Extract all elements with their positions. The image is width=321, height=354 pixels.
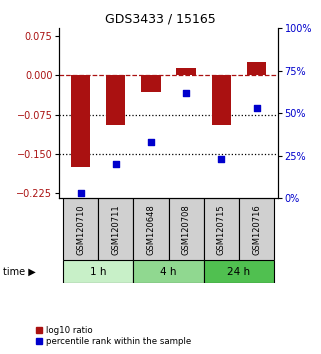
Bar [212, 75, 231, 125]
Bar [204, 260, 274, 283]
Bar [204, 198, 239, 260]
Text: time ▶: time ▶ [3, 267, 36, 277]
Text: GDS3433 / 15165: GDS3433 / 15165 [105, 12, 216, 25]
Bar [133, 198, 169, 260]
Bar [247, 62, 266, 75]
Text: GSM120710: GSM120710 [76, 204, 85, 255]
Bar [71, 75, 90, 167]
Point [254, 105, 259, 111]
Bar [169, 198, 204, 260]
Text: GSM120708: GSM120708 [182, 204, 191, 255]
Text: GSM120648: GSM120648 [146, 204, 155, 255]
Bar [63, 198, 98, 260]
Bar [141, 75, 160, 92]
Point [78, 190, 83, 196]
Text: 4 h: 4 h [160, 267, 177, 277]
Point [148, 139, 153, 145]
Text: GSM120715: GSM120715 [217, 204, 226, 255]
Bar [63, 260, 133, 283]
Legend: log10 ratio, percentile rank within the sample: log10 ratio, percentile rank within the … [36, 326, 191, 346]
Text: 24 h: 24 h [227, 267, 250, 277]
Bar [133, 260, 204, 283]
Bar [239, 198, 274, 260]
Bar [106, 75, 126, 125]
Bar [98, 198, 133, 260]
Point [113, 161, 118, 167]
Text: 1 h: 1 h [90, 267, 106, 277]
Point [219, 156, 224, 162]
Bar [177, 68, 196, 75]
Text: GSM120716: GSM120716 [252, 204, 261, 255]
Text: GSM120711: GSM120711 [111, 204, 120, 255]
Point [184, 90, 189, 96]
